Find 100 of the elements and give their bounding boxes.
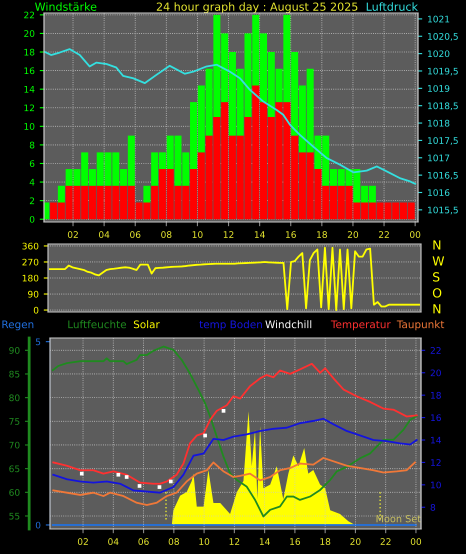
line-series	[52, 418, 418, 494]
text: Windchill	[265, 320, 312, 328]
line-series	[44, 48, 416, 185]
text: O	[432, 288, 442, 298]
y-axis-title: Windstärke	[35, 2, 96, 11]
x-tick-label: 12	[230, 538, 240, 545]
ref-line-label: Moon Set	[376, 514, 421, 522]
y-tick-label: 90	[9, 347, 20, 354]
x-tick-label: 18	[317, 231, 327, 238]
y2-tick-label: 1017,5	[428, 137, 458, 145]
y2-tick-label: 20	[430, 369, 441, 376]
line-series	[52, 457, 416, 506]
x-tick-label: 08	[161, 231, 172, 238]
text: S	[433, 272, 440, 282]
y2-tick-label: 1018,5	[428, 102, 458, 110]
y-tick-label: 0	[34, 306, 38, 314]
y2-tick-label: 1018	[428, 120, 450, 127]
bar	[143, 186, 150, 202]
text: W	[432, 256, 444, 266]
point	[138, 484, 142, 488]
bar	[58, 186, 65, 202]
y-tick-label: 80	[9, 394, 20, 402]
y-tick-label: 180	[22, 274, 38, 282]
y2-tick-label: 10	[431, 482, 441, 488]
y-tick-label: 65	[9, 465, 20, 472]
y2-tick-label: 1021	[428, 16, 450, 22]
x-tick-label: 20	[348, 231, 358, 238]
text: Regen	[2, 320, 34, 330]
y-tick-label: 10	[24, 123, 34, 130]
y2-tick-label: 1017	[428, 154, 450, 162]
y-tick-label: 18	[24, 48, 34, 56]
point	[158, 485, 162, 489]
y-tick-label: 90	[28, 290, 38, 298]
y2-axis-title: Luftdruck	[366, 2, 418, 11]
x-tick-label: 06	[138, 538, 149, 546]
y-tick-label: 55	[9, 512, 20, 520]
y2-tick-label: 22	[430, 347, 441, 354]
y-tick-label: 360	[22, 242, 38, 250]
text: Taupunkt	[396, 320, 444, 330]
x-tick-label: 08	[168, 538, 179, 546]
y-tick-label: 2	[30, 197, 34, 204]
y-tick-label: 22	[24, 12, 34, 18]
y2-tick-label: 1020,5	[428, 32, 458, 41]
point	[124, 475, 129, 479]
y2-tick-label: 1016	[428, 189, 450, 196]
x-tick-label: 04	[108, 538, 119, 546]
point	[80, 472, 84, 476]
x-tick-label: 10	[199, 538, 210, 546]
y-tick-label: 60	[9, 489, 20, 496]
line-series	[52, 362, 418, 485]
x-tick-label: 02	[78, 538, 88, 546]
x-tick-label: 10	[192, 231, 203, 238]
point	[203, 434, 207, 438]
text: Temperatur	[330, 320, 391, 330]
x-tick-label: 00	[410, 538, 422, 546]
x-tick-label: 00	[410, 231, 420, 238]
x-tick-label: 22	[380, 538, 391, 545]
y2-tick-label: 16	[431, 414, 441, 422]
text: N	[433, 304, 440, 314]
x-tick-label: 16	[286, 231, 296, 238]
y-tick-label: 0	[30, 216, 34, 223]
y2-tick-label: 18	[431, 392, 441, 399]
x-tick-label: 12	[224, 231, 234, 238]
text: Luftfeuchte	[68, 320, 126, 328]
y2-tick-label: 14	[431, 436, 442, 444]
y-tick-label: 270	[22, 258, 38, 266]
y3-tick-label: 5	[36, 338, 40, 346]
x-tick-label: 22	[378, 231, 389, 238]
x-tick-label: 02	[68, 231, 78, 238]
x-tick-label: 16	[290, 538, 300, 546]
x-tick-label: 04	[98, 231, 110, 238]
y2-tick-label: 8	[430, 504, 436, 511]
y-tick-label: 75	[9, 418, 20, 425]
point	[116, 472, 120, 477]
chart-title: 24 hour graph day : August 25 2025	[156, 2, 358, 13]
text: N	[433, 240, 440, 250]
y2-tick-label: 12	[431, 459, 441, 466]
x-tick-label: 18	[320, 538, 330, 546]
text: Solar	[134, 320, 160, 328]
x-tick-label: 14	[260, 538, 270, 545]
y-tick-label: 6	[30, 160, 34, 168]
y-tick-label: 12	[24, 104, 34, 112]
y-tick-label: 4	[30, 178, 34, 186]
line-series	[48, 246, 420, 311]
y2-tick-label: 1019,5	[428, 68, 458, 76]
y2-tick-label: 1016,5	[428, 172, 458, 180]
y2-tick-label: 1020	[428, 50, 450, 58]
y-tick-label: 16	[24, 67, 34, 74]
y-tick-label: 20	[24, 30, 34, 37]
y-tick-label: 14	[24, 86, 34, 93]
x-tick-label: 20	[350, 538, 361, 546]
x-tick-label: 06	[130, 231, 140, 238]
x-tick-label: 14	[254, 231, 265, 238]
text: temp Boden	[199, 320, 262, 330]
y2-tick-label: 1019	[428, 85, 450, 92]
y2-tick-label: 1015,5	[428, 206, 458, 214]
y-tick-label: 8	[30, 142, 34, 148]
point	[222, 409, 226, 413]
y-tick-label: 85	[9, 370, 20, 378]
point	[168, 480, 173, 484]
